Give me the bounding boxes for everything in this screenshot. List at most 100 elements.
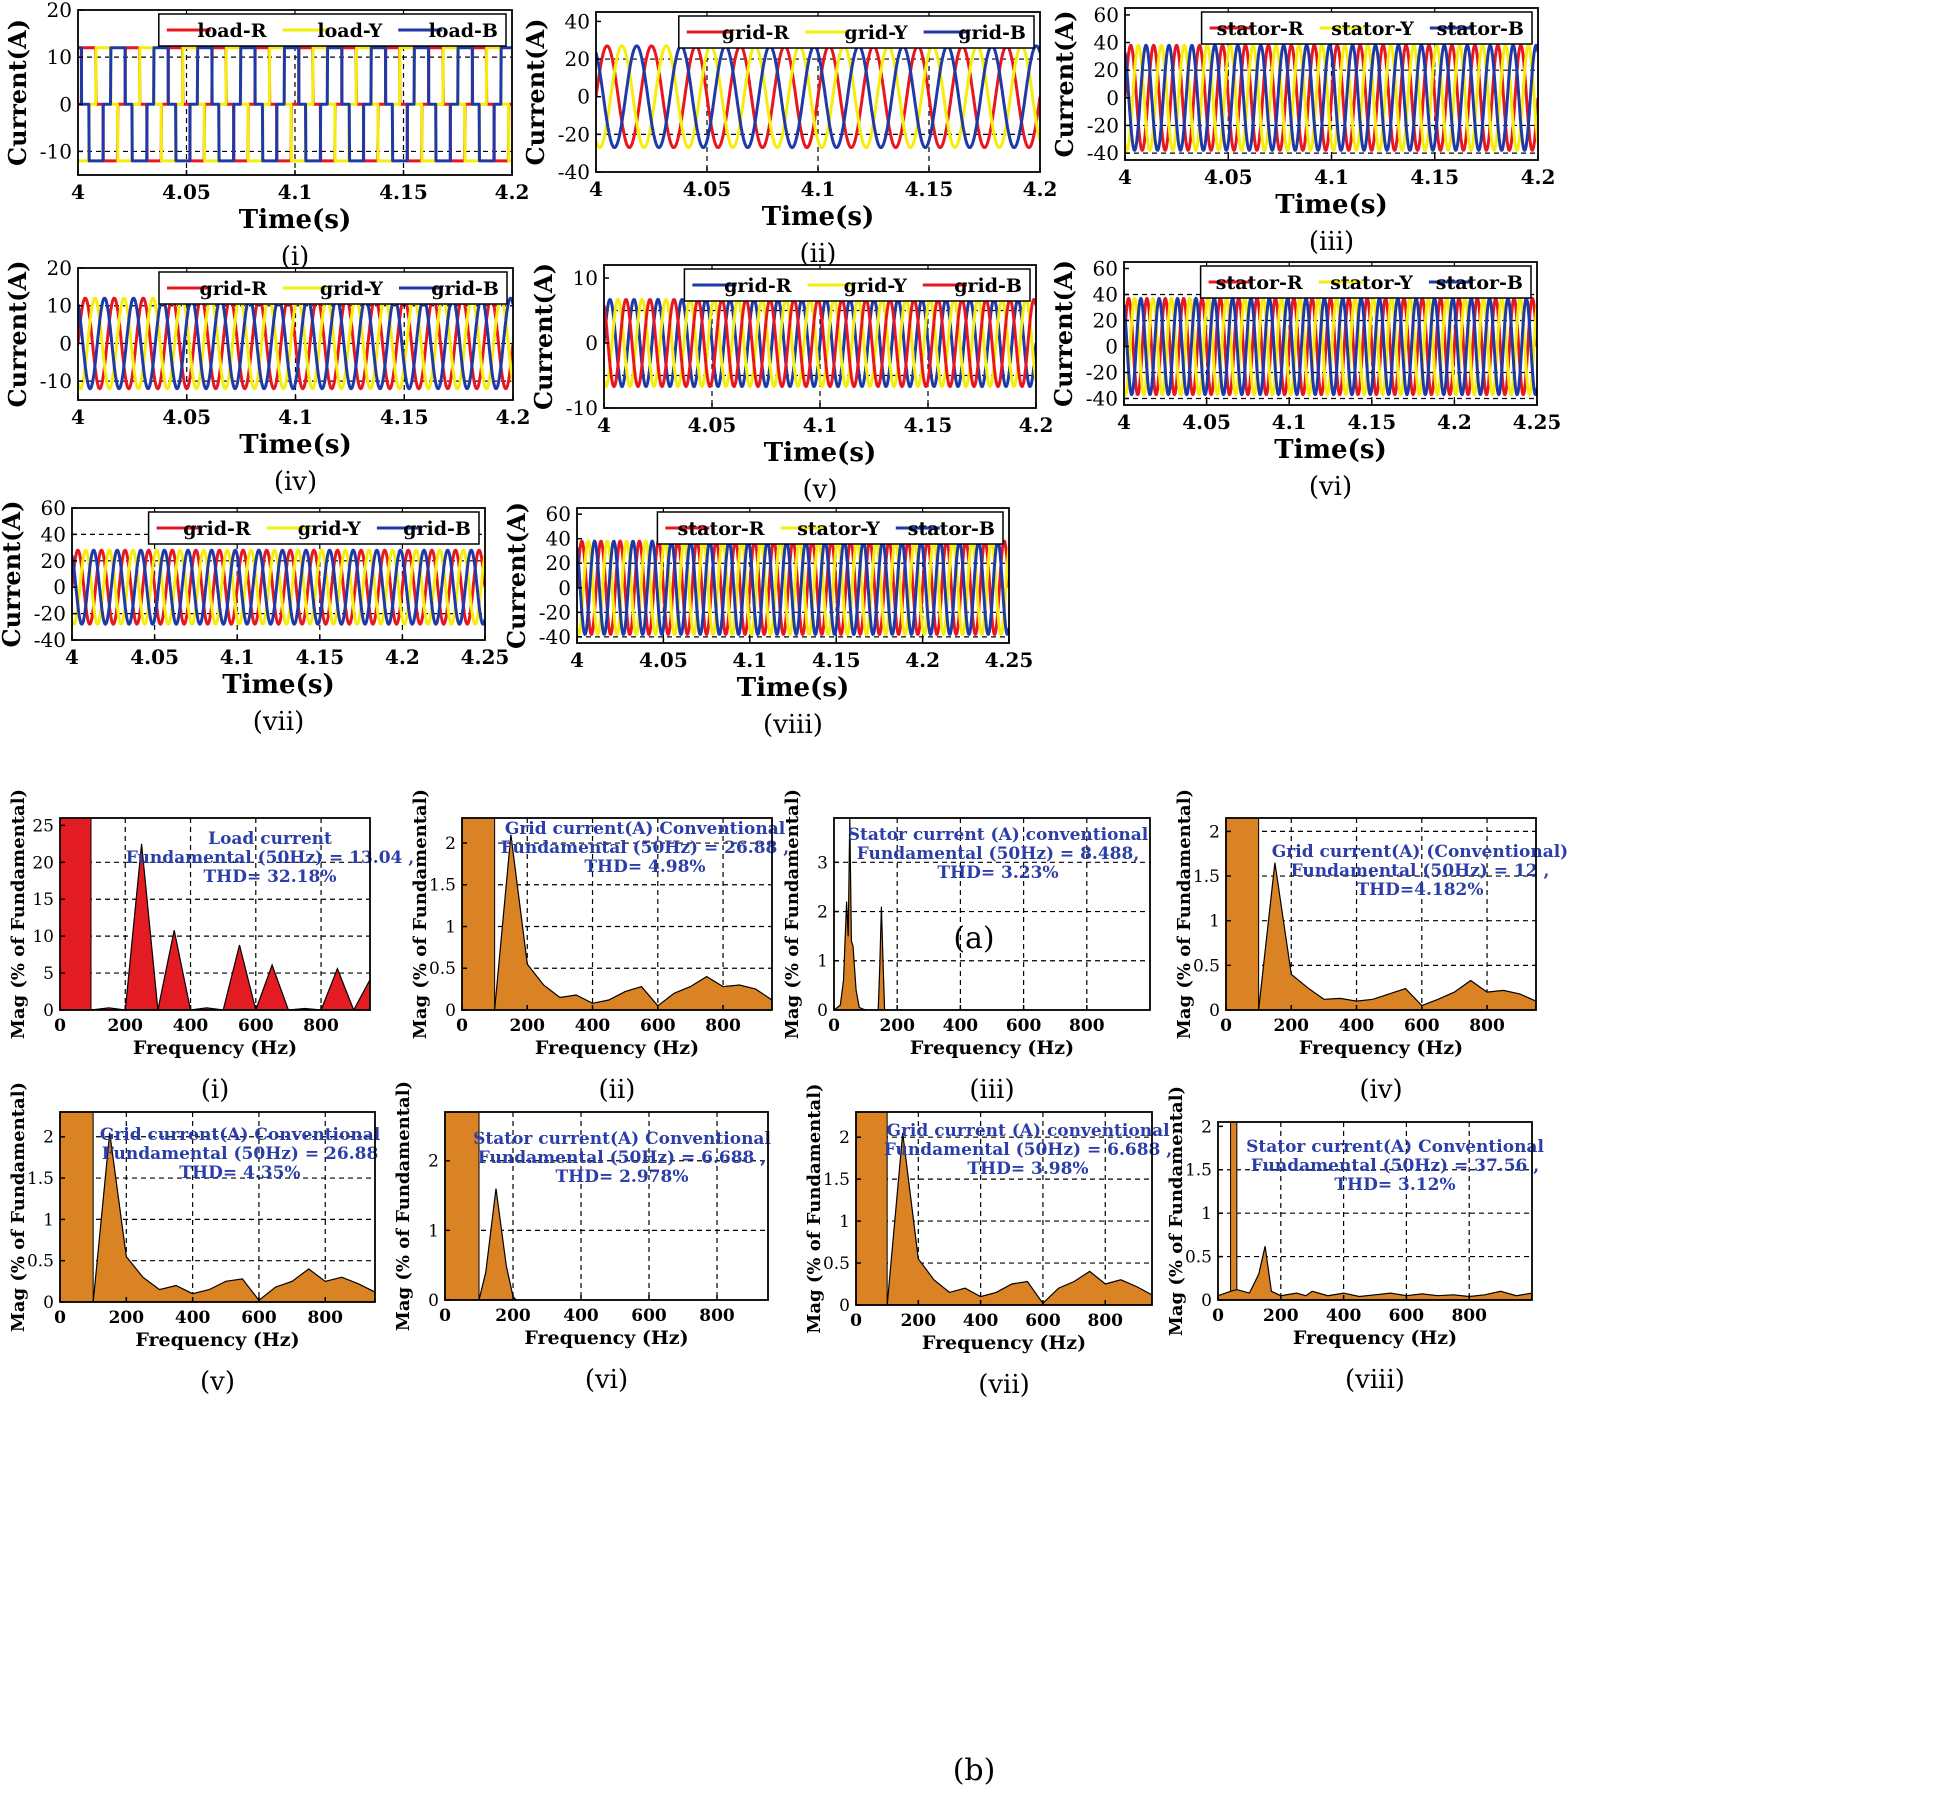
series-line-load-R <box>78 46 512 163</box>
harmonic-spectrum-area <box>834 818 1150 1010</box>
x-tick-label: 0 <box>1212 1306 1224 1326</box>
legend-entry: stator-B <box>1436 272 1523 294</box>
legend-entry: load-R <box>197 20 266 42</box>
gridlines <box>834 818 1150 1010</box>
chart-a-ii: grid-R grid-Y grid-B 4 4.05 4.1 4.15 4.2 -40 -20 0… <box>521 9 1057 269</box>
annotation-line: Grid current (A) conventional <box>886 1121 1170 1141</box>
y-tick-label: -40 <box>1086 387 1118 411</box>
legend-entry: grid-R <box>724 275 792 297</box>
annotation-line: THD= 3.12% <box>1334 1175 1455 1195</box>
y-tick-label: -40 <box>558 160 590 184</box>
legend: grid-R grid-Y grid-B <box>683 268 1031 302</box>
y-axis-label: Mag (% of Fundamental) <box>8 789 29 1039</box>
y-tick-label: 0 <box>43 1293 54 1313</box>
series-line-grid-B <box>72 548 485 626</box>
series-line-stator-B <box>1125 43 1538 152</box>
legend-entry: stator-R <box>1217 18 1304 40</box>
x-tick-label: 4.15 <box>379 180 428 204</box>
x-tick-label: 200 <box>879 1016 915 1036</box>
chart-a-viii: stator-R stator-Y stator-B4 4.05 4.1 4.15 4.2 4… <box>502 502 1033 740</box>
fundamental-bar <box>856 1112 888 1305</box>
subplot-label: (vi) <box>1309 472 1352 502</box>
ticks: 4 4.05 4.1 4.15 4.2 -10 0 10 20 <box>40 256 531 429</box>
y-tick-label: 1.5 <box>1185 1161 1212 1181</box>
legend-entry: grid-Y <box>844 275 908 297</box>
x-tick-label: 400 <box>963 1311 999 1331</box>
x-tick-label: 4.05 <box>683 177 732 201</box>
y-tick-label: 1.5 <box>1193 867 1220 887</box>
annotation: Grid current(A) (Conventional)Fundamenta… <box>1272 842 1568 900</box>
x-tick-label: 4.2 <box>496 405 531 429</box>
chart-a-iv: grid-R grid-Y grid-B 4 4.05 4.1 4.15 4.2 -10 0 10 2… <box>3 256 530 497</box>
y-tick-label: 0 <box>43 1001 54 1021</box>
chart-a-i: load-R load-Y load-B 4 4.05 4.1 4.15 4.2 -10 0 10 2… <box>3 0 529 272</box>
x-tick-label: 4.1 <box>803 413 838 437</box>
x-axis-label: Time(s) <box>764 438 877 468</box>
chart-a-vi: stator-R stator-Y stator-B4 4.05 4.1 4.15 4.2 4… <box>1049 257 1561 503</box>
gridlines <box>60 818 370 1010</box>
x-tick-label: 800 <box>308 1308 344 1328</box>
chart-b-iv: Grid current(A) (Conventional)Fundamenta… <box>1174 789 1568 1105</box>
legend-box <box>1199 265 1532 299</box>
x-tick-label: 4.1 <box>801 177 836 201</box>
y-axis-label: Mag (% of Fundamental) <box>410 789 431 1039</box>
legend-box <box>678 15 1035 49</box>
y-tick-label: 25 <box>32 816 54 836</box>
x-tick-label: 600 <box>241 1308 277 1328</box>
annotation-line: Fundamental (50Hz) = 8.488, <box>857 844 1140 864</box>
legend-box <box>683 268 1031 302</box>
ticks: 4 4.05 4.1 4.15 4.2 -40 -20 0 20 40 <box>558 9 1058 201</box>
x-axis-label: Frequency (Hz) <box>922 1332 1086 1354</box>
plot-area <box>834 818 1150 1010</box>
x-tick-label: 0 <box>54 1308 66 1328</box>
x-tick-label: 4.2 <box>495 180 530 204</box>
x-tick-label: 800 <box>699 1306 735 1326</box>
x-tick-label: 4.25 <box>1513 410 1562 434</box>
harmonic-spectrum-area <box>886 1132 1152 1305</box>
x-tick-label: 4.2 <box>1023 177 1058 201</box>
chart-a-v: grid-R grid-Y grid-B 4 4.05 4.1 4.15 4.2 -10 0 10 T… <box>529 263 1053 505</box>
plot-area <box>604 297 1036 389</box>
harmonic-spectrum-area <box>478 1188 768 1300</box>
y-tick-label: 2 <box>43 1128 54 1148</box>
y-tick-label: 60 <box>546 502 571 526</box>
ticks: 0 200 400 600 800 0 0.5 1 1.5 2 <box>823 1128 1123 1331</box>
annotation-line: Load current <box>208 829 332 849</box>
chart-a-vii: grid-R grid-Y grid-B 4 4.05 4.1 4.15 4.2 4.25 -40… <box>0 496 509 737</box>
fundamental-bar <box>445 1112 480 1300</box>
annotation-line: Fundamental (50Hz) = 12 , <box>1291 861 1550 881</box>
y-tick-label: 20 <box>546 551 571 575</box>
y-tick-label: 0.5 <box>27 1252 54 1272</box>
y-tick-label: 10 <box>32 927 54 947</box>
x-axis-label: Frequency (Hz) <box>133 1037 297 1059</box>
x-tick-label: 4 <box>1117 410 1131 434</box>
x-tick-label: 4.1 <box>278 405 313 429</box>
legend: stator-R stator-Y stator-B <box>1200 11 1533 45</box>
y-tick-label: -10 <box>566 396 598 420</box>
x-tick-label: 600 <box>1389 1306 1425 1326</box>
plot-area <box>445 1112 768 1300</box>
ticks: 0 200 400 600 800 0 0.5 1 1.5 2 <box>1185 1117 1487 1326</box>
y-axis-label: Current(A) <box>3 19 32 166</box>
subplot-label: (ii) <box>800 239 837 269</box>
y-tick-label: -20 <box>539 600 571 624</box>
subplot-label: (i) <box>281 242 310 272</box>
y-tick-label: 1 <box>839 1212 850 1232</box>
series-line-stator-R <box>1125 43 1538 152</box>
y-tick-label: 0.5 <box>823 1254 850 1274</box>
annotation-line: Fundamental (50Hz) = 13.04 , <box>126 848 414 868</box>
annotation-line: THD= 32.18% <box>203 867 336 887</box>
chart-b-ii: Grid current(A) ConventionalFundamental … <box>410 789 789 1105</box>
y-axis-label: Current(A) <box>521 19 550 166</box>
x-tick-label: 4 <box>589 177 603 201</box>
y-axis-label: Current(A) <box>529 263 558 410</box>
series-line-load-Y <box>78 46 512 163</box>
harmonic-spectrum-area <box>92 1132 375 1302</box>
x-tick-label: 600 <box>631 1306 667 1326</box>
x-tick-label: 400 <box>943 1016 979 1036</box>
annotation-line: Fundamental (50Hz) = 26.88 , <box>501 838 789 858</box>
ticks: 0 200 400 600 800 0 0.5 1 1.5 2 <box>27 1128 343 1328</box>
